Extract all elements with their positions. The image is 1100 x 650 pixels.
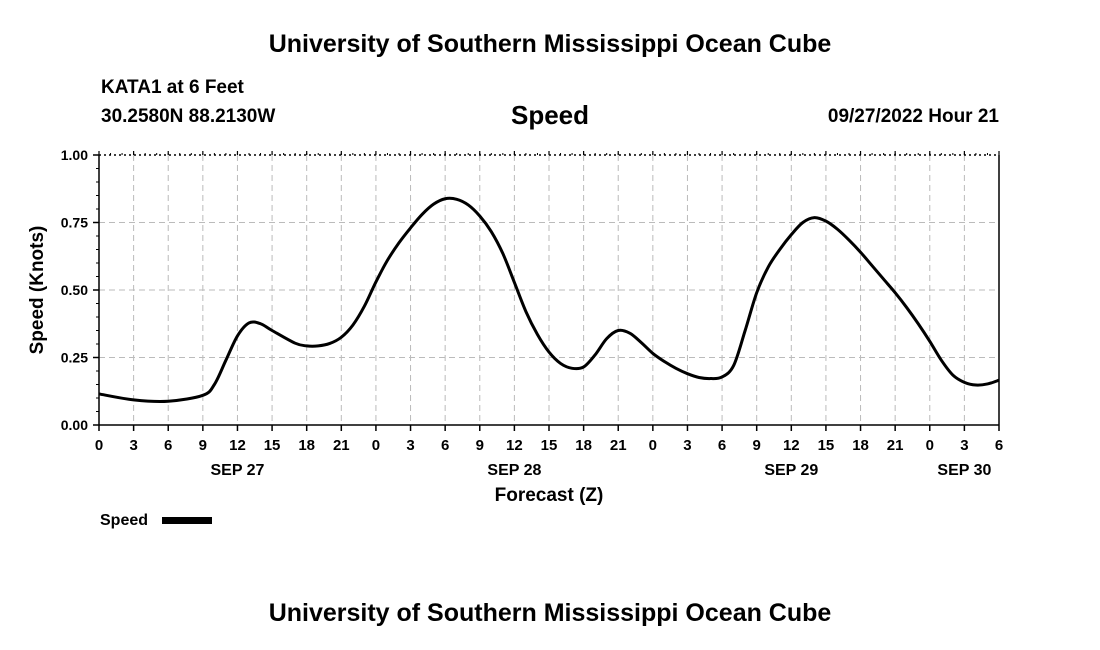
date-label: SEP 29 <box>764 462 818 479</box>
x-tick-label: 9 <box>753 437 761 454</box>
x-tick-label: 6 <box>718 437 726 454</box>
x-tick-label: 18 <box>575 437 592 454</box>
x-tick-label: 0 <box>95 437 103 454</box>
x-tick-label: 18 <box>298 437 315 454</box>
y-tick-label: 0.00 <box>61 417 88 433</box>
x-tick-label: 3 <box>406 437 414 454</box>
x-tick-label: 15 <box>818 437 835 454</box>
y-axis-label: Speed (Knots) <box>27 226 48 355</box>
date-label: SEP 28 <box>487 462 541 479</box>
y-tick-label: 0.75 <box>61 215 88 231</box>
x-tick-label: 3 <box>683 437 691 454</box>
x-tick-label: 0 <box>926 437 934 454</box>
x-tick-label: 6 <box>164 437 172 454</box>
x-tick-label: 9 <box>476 437 484 454</box>
station-label: KATA1 at 6 Feet <box>101 77 244 98</box>
y-tick-label: 0.25 <box>61 350 88 366</box>
footer-title: University of Southern Mississippi Ocean… <box>268 599 832 627</box>
x-tick-label: 15 <box>541 437 558 454</box>
date-label: SEP 27 <box>210 462 264 479</box>
y-tick-label: 1.00 <box>61 147 88 163</box>
x-tick-label: 21 <box>610 437 627 454</box>
x-axis-label: Forecast (Z) <box>495 485 604 506</box>
legend-label: Speed <box>100 512 148 529</box>
x-tick-label: 18 <box>852 437 869 454</box>
x-tick-label: 21 <box>333 437 350 454</box>
station-coords: 30.2580N 88.2130W <box>101 106 276 127</box>
x-tick-label: 6 <box>441 437 449 454</box>
x-tick-label: 9 <box>199 437 207 454</box>
legend-swatch <box>162 517 212 524</box>
x-tick-label: 3 <box>960 437 968 454</box>
x-tick-label: 21 <box>887 437 904 454</box>
x-tick-label: 6 <box>995 437 1003 454</box>
x-tick-label: 12 <box>506 437 523 454</box>
y-tick-label: 0.50 <box>61 282 88 298</box>
speed-series-line <box>98 196 1000 404</box>
series-layer <box>98 196 1000 404</box>
axes <box>93 151 1000 431</box>
chart-title: Speed <box>510 100 590 130</box>
x-tick-label: 0 <box>372 437 380 454</box>
page-title: University of Southern Mississippi Ocean… <box>268 30 832 58</box>
x-tick-label: 15 <box>264 437 281 454</box>
x-tick-label: 0 <box>649 437 657 454</box>
legend: Speed <box>100 512 212 529</box>
forecast-datetime: 09/27/2022 Hour 21 <box>827 106 999 127</box>
axis-labels: Speed (Knots) Forecast (Z) 0 3 6 9 12 15 18 21 0… <box>27 147 1003 506</box>
date-label: SEP 30 <box>937 462 991 479</box>
grid <box>99 155 999 425</box>
x-tick-label: 12 <box>783 437 800 454</box>
speed-chart: Speed (Knots) Forecast (Z) 0 3 6 9 12 15 18 21 0… <box>27 147 1003 529</box>
x-tick-label: 3 <box>129 437 137 454</box>
x-tick-label: 12 <box>229 437 246 454</box>
